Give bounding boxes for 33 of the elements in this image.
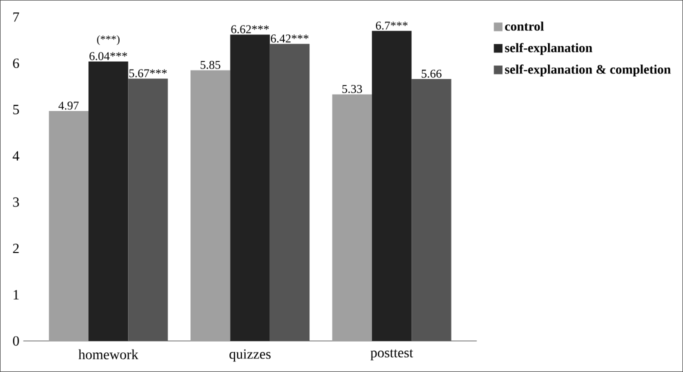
y-tick-label: 7 [13,12,20,22]
bar [270,44,310,341]
y-tick-label: 0 [13,336,19,346]
data-label: 5.33 [342,85,362,94]
bar [230,34,270,341]
data-label: 4.97 [58,102,79,110]
annotation: (***) [97,35,120,46]
bar [128,78,168,341]
bar [332,94,372,341]
y-tick-label: 4 [12,151,20,160]
legend-label: control [505,22,544,31]
data-label: 6.62*** [231,25,269,34]
bar [372,30,412,341]
y-tick-label: 1 [14,290,19,300]
bar [88,61,128,341]
data-label: 5.85 [200,60,220,69]
y-tick-label: 5 [13,104,19,114]
x-tick-label: posttest [370,349,414,360]
y-tick-label: 2 [13,244,19,254]
data-label: 5.66 [422,70,442,78]
x-tick-label: quizzes [230,349,271,362]
y-tick-label: 3 [13,197,19,207]
y-tick-label: 6 [13,58,20,68]
data-label: 6.42*** [270,34,308,43]
legend-label: self-explanation [505,42,592,55]
data-label: 6.7*** [376,22,408,30]
x-tick-label: homework [78,349,138,360]
data-label: 6.04*** [90,52,128,60]
bar [190,70,230,341]
data-label: 5.67*** [129,69,167,78]
bar [48,110,88,341]
bar [412,79,452,341]
legend-label: self-explanation & completion [505,64,671,76]
